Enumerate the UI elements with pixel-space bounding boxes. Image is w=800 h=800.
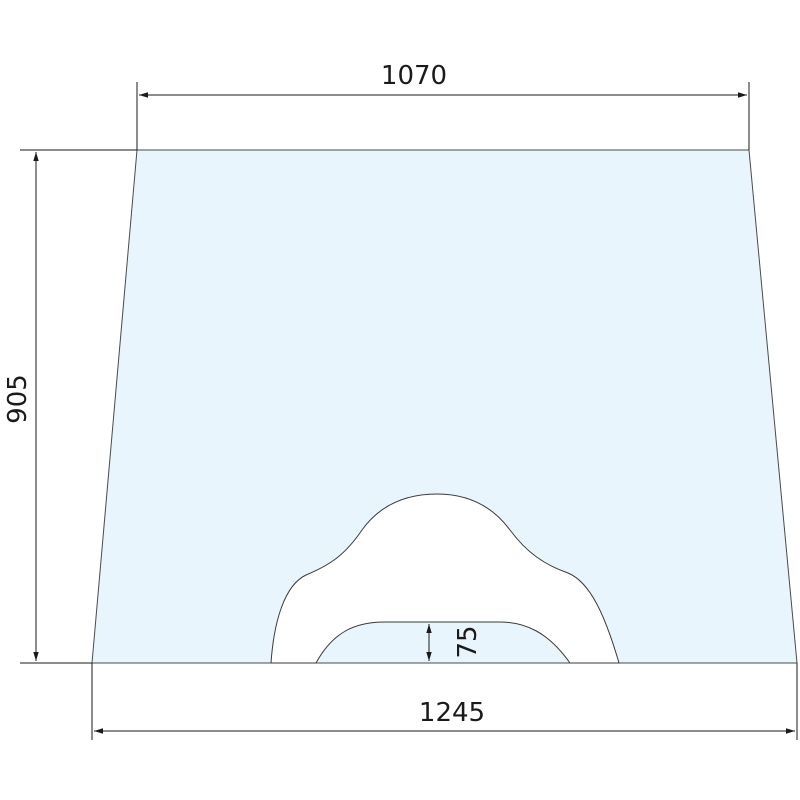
height-label: 905 bbox=[3, 374, 33, 424]
top-width-label: 1070 bbox=[381, 61, 447, 91]
notch-height-label: 75 bbox=[453, 625, 483, 658]
bottom-cutout bbox=[270, 493, 620, 664]
bottom-width-label: 1245 bbox=[419, 698, 485, 728]
